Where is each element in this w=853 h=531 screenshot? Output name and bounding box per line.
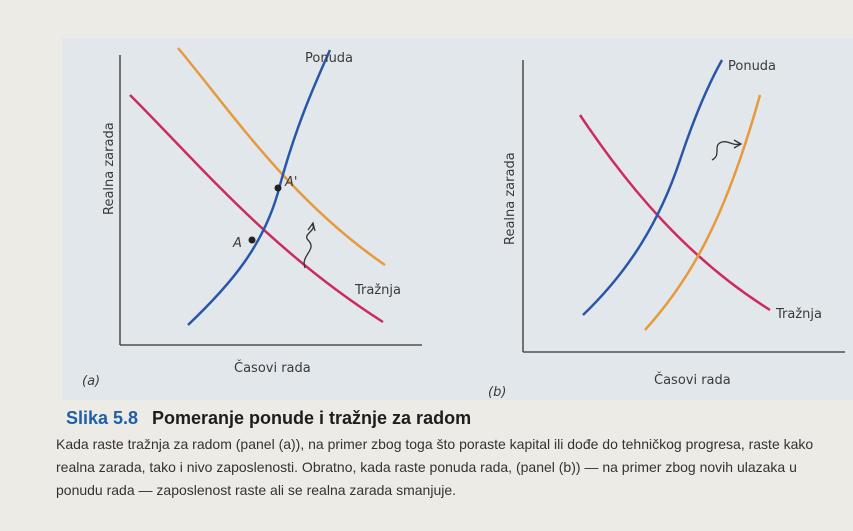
panel-a: Ponuda Tražnja A A' Realna zarada Časovi… (82, 47, 422, 389)
panel-label: (a) (82, 374, 100, 389)
point (248, 236, 256, 244)
shift-arrow (711, 139, 743, 161)
caption-line: Kada raste tražnja za radom (panel (a)),… (56, 436, 813, 452)
caption-number: Slika 5.8 (66, 408, 138, 428)
x-axis-label: Časovi rada (234, 360, 311, 376)
point-label: A (232, 236, 242, 251)
demand-label: Tražnja (775, 307, 822, 322)
demand-curve (129, 94, 384, 324)
figure-box (62, 38, 853, 400)
panel-b: Ponuda Tražnja Realna zarada Časovi rada… (488, 59, 845, 400)
caption-line: realna zarada, tako i nivo zaposlenosti.… (56, 459, 797, 475)
shift-arrow (303, 221, 316, 269)
demand-curve (578, 114, 771, 312)
caption-line: ponudu rada — zaposlenost raste ali se r… (56, 482, 456, 498)
supply-curve (187, 49, 332, 326)
supply-label: Ponuda (305, 51, 353, 66)
y-axis-label: Realna zarada (102, 122, 117, 215)
y-axis-label: Realna zarada (503, 152, 518, 245)
supply-label: Ponuda (728, 59, 776, 74)
panel-label: (b) (488, 385, 506, 400)
supply-curve (582, 59, 724, 316)
demand-label: Tražnja (354, 283, 401, 298)
point-label: A' (284, 175, 297, 190)
caption-title: Pomeranje ponude i tražnje za radom (152, 408, 471, 428)
supply-curve-shifted (644, 94, 762, 331)
point (274, 184, 282, 192)
x-axis-label: Časovi rada (654, 372, 731, 388)
demand-curve-shifted (177, 47, 386, 267)
